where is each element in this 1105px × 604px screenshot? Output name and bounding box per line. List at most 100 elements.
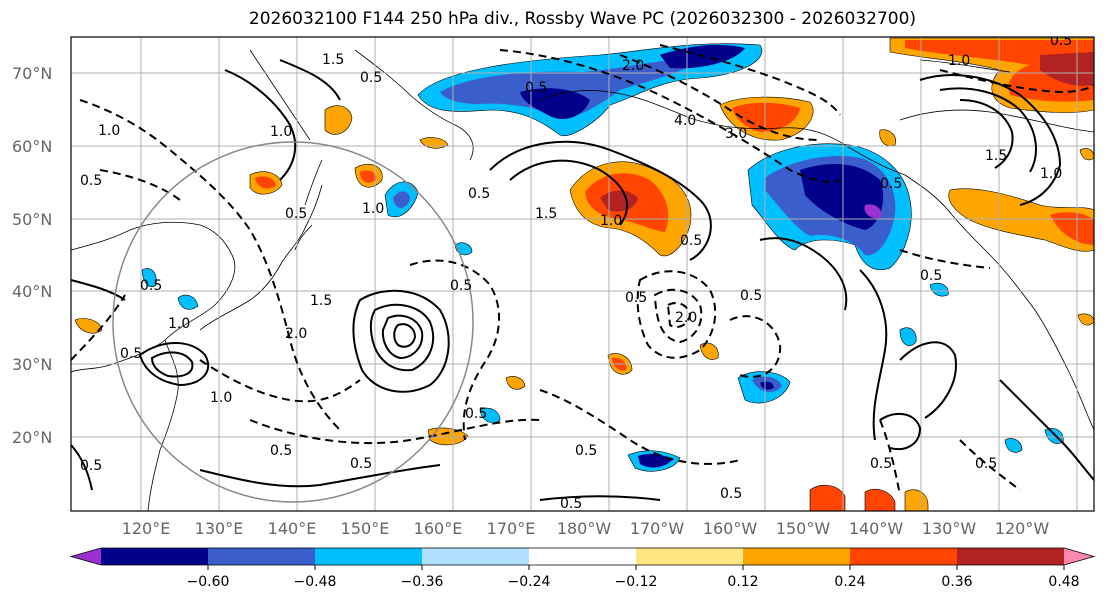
- fill-patch: [809, 484, 846, 511]
- fill-patch: [141, 268, 157, 288]
- contour-label: 0.5: [360, 70, 382, 86]
- contour-positive: [899, 341, 957, 419]
- fill-patch: [864, 489, 896, 511]
- colorbar-swatch: [636, 548, 744, 565]
- contour-positive: [199, 464, 441, 488]
- fill-patch: [699, 342, 719, 360]
- fill-patch: [1077, 313, 1094, 326]
- contour-label: 0.5: [285, 206, 307, 222]
- lon-label: 140°W: [849, 519, 904, 538]
- fill-patch: [360, 170, 377, 183]
- lat-label: 60°N: [12, 137, 52, 156]
- contour-label: 0.5: [80, 173, 102, 189]
- contour-label: 1.5: [310, 293, 332, 309]
- lon-label: 170°E: [487, 519, 536, 538]
- fill-patch: [948, 188, 1094, 252]
- contour-negative: [659, 44, 841, 116]
- contour-negative: [539, 389, 741, 465]
- coastline-kamchatka-west: [249, 49, 311, 141]
- contour-negative: [666, 302, 692, 328]
- colorbar-tick-label: 0.24: [834, 574, 865, 590]
- colorbar-ticks: −0.60 −0.48 −0.36 −0.24 −0.12 0.12 0.24 0.36 0.4…: [187, 565, 1080, 590]
- contour-negative: [79, 99, 341, 431]
- coastline-canada: [899, 109, 1094, 133]
- coastline-alaska: [539, 90, 906, 176]
- colorbar-segments: [69, 547, 1096, 566]
- contour-label: 1.0: [168, 316, 190, 332]
- colorbar-swatch: [208, 548, 316, 565]
- lon-label: 180°W: [557, 519, 612, 538]
- contour-label: 0.5: [920, 268, 942, 284]
- contour-negative: [879, 419, 901, 496]
- contour-positive: [509, 159, 629, 226]
- lon-label: 150°E: [341, 519, 390, 538]
- reference-circle: [112, 141, 474, 503]
- contour-positive: [279, 59, 341, 101]
- fill-patch: [520, 88, 590, 120]
- coastline-japan: [199, 184, 323, 331]
- contour-label: 0.5: [680, 233, 702, 249]
- contour-label: 1.0: [600, 213, 622, 229]
- fill-patch: [1050, 212, 1094, 245]
- fill-patch: [393, 191, 410, 208]
- longitude-labels: 120°E 130°E 140°E 150°E 160°E 170°E 180°…: [122, 519, 1050, 538]
- contour-label: 2.0: [285, 326, 307, 342]
- contour-label: 1.0: [1040, 166, 1062, 182]
- fill-patch: [760, 381, 774, 390]
- contour-positive: [489, 140, 712, 261]
- colorbar-swatch: [850, 548, 958, 565]
- colorbar: −0.60 −0.48 −0.36 −0.24 −0.12 0.12 0.24 0.36 0.4…: [69, 547, 1096, 590]
- colorbar-swatch: [71, 548, 101, 565]
- contour-positive: [859, 269, 888, 441]
- lon-label: 170°W: [630, 519, 685, 538]
- contour-label: 0.5: [975, 456, 997, 472]
- colorbar-tick-label: −0.36: [401, 574, 444, 590]
- lon-label: 130°W: [922, 519, 977, 538]
- lon-label: 160°W: [703, 519, 758, 538]
- fill-patch: [1004, 438, 1023, 453]
- contour-negative: [71, 294, 126, 361]
- colorbar-tick-label: −0.12: [615, 574, 658, 590]
- contour-labels: 1.5 0.5 1.0 1.0 0.5 1.0 0.5 0.5 2.0 4.0 …: [80, 37, 1072, 511]
- contour-negative: [619, 54, 821, 141]
- contour-label: 1.5: [535, 206, 557, 222]
- lat-label: 50°N: [12, 210, 52, 229]
- coastlines: [71, 49, 1094, 511]
- colorbar-swatch: [422, 548, 530, 565]
- contour-positive: [150, 351, 194, 378]
- contour-label: 0.5: [625, 290, 647, 306]
- contour-label: 2.0: [675, 310, 697, 326]
- coastline-japan-north: [294, 159, 323, 251]
- lon-label: 140°E: [268, 519, 317, 538]
- contour-label: 0.5: [720, 486, 742, 502]
- contour-negative: [409, 259, 501, 441]
- colorbar-swatch: [101, 548, 209, 565]
- contour-label: 3.0: [725, 126, 747, 142]
- contour-label: 0.5: [525, 80, 547, 96]
- map-frame: [70, 36, 1095, 512]
- contour-label: 1.0: [98, 123, 120, 139]
- colorbar-tick-label: 0.12: [727, 574, 758, 590]
- contour-label: 0.5: [120, 346, 142, 362]
- contour-negative: [959, 439, 1021, 491]
- lat-label: 70°N: [12, 64, 52, 83]
- contour-label: 0.5: [575, 443, 597, 459]
- fill-patch: [879, 129, 896, 147]
- contour-label: 1.5: [985, 148, 1007, 164]
- lon-label: 120°W: [995, 519, 1050, 538]
- map-area: 1.5 0.5 1.0 1.0 0.5 1.0 0.5 0.5 2.0 4.0 …: [70, 36, 1095, 512]
- contour-label: 1.0: [210, 390, 232, 406]
- colorbar-tick-label: −0.60: [187, 574, 230, 590]
- coastline-kamchatka: [354, 49, 474, 161]
- contour-label: 0.5: [870, 456, 892, 472]
- contour-positive: [919, 74, 1062, 206]
- contour-label: 1.5: [322, 52, 344, 68]
- fill-patch: [732, 102, 800, 132]
- colorbar-tick-label: −0.24: [508, 574, 551, 590]
- contour-label: 0.5: [740, 288, 762, 304]
- chart-title: 2026032100 F144 250 hPa div., Rossby Wav…: [248, 9, 917, 29]
- contour-positive: [939, 87, 1037, 173]
- coastline-arctic: [919, 59, 1011, 73]
- colorbar-tick-label: 0.36: [941, 574, 972, 590]
